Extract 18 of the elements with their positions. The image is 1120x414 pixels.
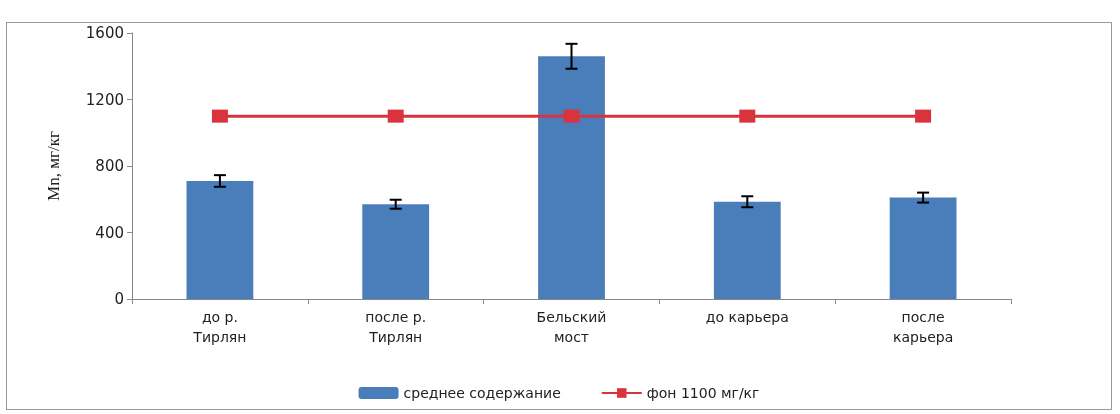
bar xyxy=(713,201,781,299)
y-tick-label: 400 xyxy=(95,223,124,242)
y-tick-label: 800 xyxy=(95,157,124,175)
y-axis-title: Mn, мг/кг xyxy=(44,131,63,201)
legend-label: фон 1100 мг/кг xyxy=(646,385,760,401)
x-tick-label: Бельский мост xyxy=(536,309,607,345)
bar xyxy=(362,204,430,299)
y-tick-label: 0 xyxy=(114,290,124,308)
bar xyxy=(889,197,957,299)
y-tick-label: 1200 xyxy=(85,90,124,109)
bar xyxy=(186,180,254,299)
x-tick-label: после карьера xyxy=(892,309,954,345)
legend-label: среднее содержание xyxy=(403,385,561,401)
x-tick-label: после р. Тирлян xyxy=(365,309,427,345)
x-tick-label: до р. Тирлян xyxy=(192,309,247,345)
bar xyxy=(538,56,605,299)
x-tick-label: до карьера xyxy=(705,309,789,325)
y-tick-label: 1600 xyxy=(85,24,124,42)
